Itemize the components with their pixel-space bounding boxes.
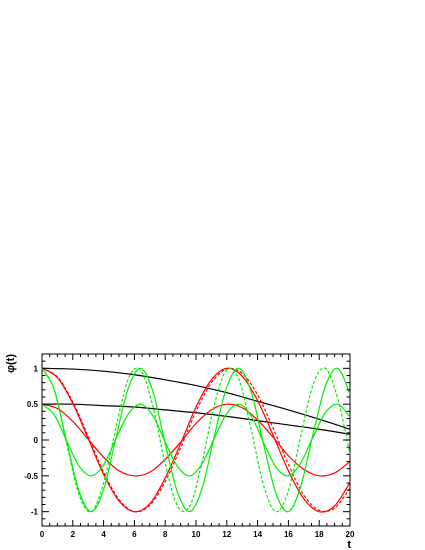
y-tick-label: -1	[31, 508, 39, 517]
axis-ticks	[41, 353, 351, 527]
x-tick-label: 18	[315, 530, 324, 539]
y-tick-label: 0.5	[27, 400, 39, 409]
series-line-1	[41, 367, 351, 430]
x-tick-label: 14	[253, 530, 262, 539]
series-line-2	[41, 403, 351, 435]
x-tick-label: 20	[346, 530, 355, 539]
x-tick-label: 10	[192, 530, 201, 539]
x-tick-label: 6	[132, 530, 137, 539]
series-line-5	[41, 367, 351, 513]
y-tick-label: -0.5	[24, 472, 38, 481]
y-tick-label: 0	[34, 436, 39, 445]
y-tick-label: 1	[34, 364, 39, 373]
x-tick-label: 0	[40, 530, 45, 539]
series-line-8	[41, 367, 351, 513]
axis-tick-labels: 0 2 4 6 8 10 12 14 16 18 20 -1 -0.5 0 0.5 1	[24, 364, 355, 539]
x-tick-label: 8	[163, 530, 168, 539]
x-tick-label: 16	[284, 530, 293, 539]
x-tick-label: 12	[222, 530, 231, 539]
x-tick-label: 4	[101, 530, 106, 539]
x-axis-title: t	[347, 539, 351, 550]
series-line-7	[41, 403, 351, 477]
series-curves	[41, 367, 351, 513]
y-axis-title: φ(t)	[5, 354, 17, 373]
x-tick-label: 2	[71, 530, 76, 539]
